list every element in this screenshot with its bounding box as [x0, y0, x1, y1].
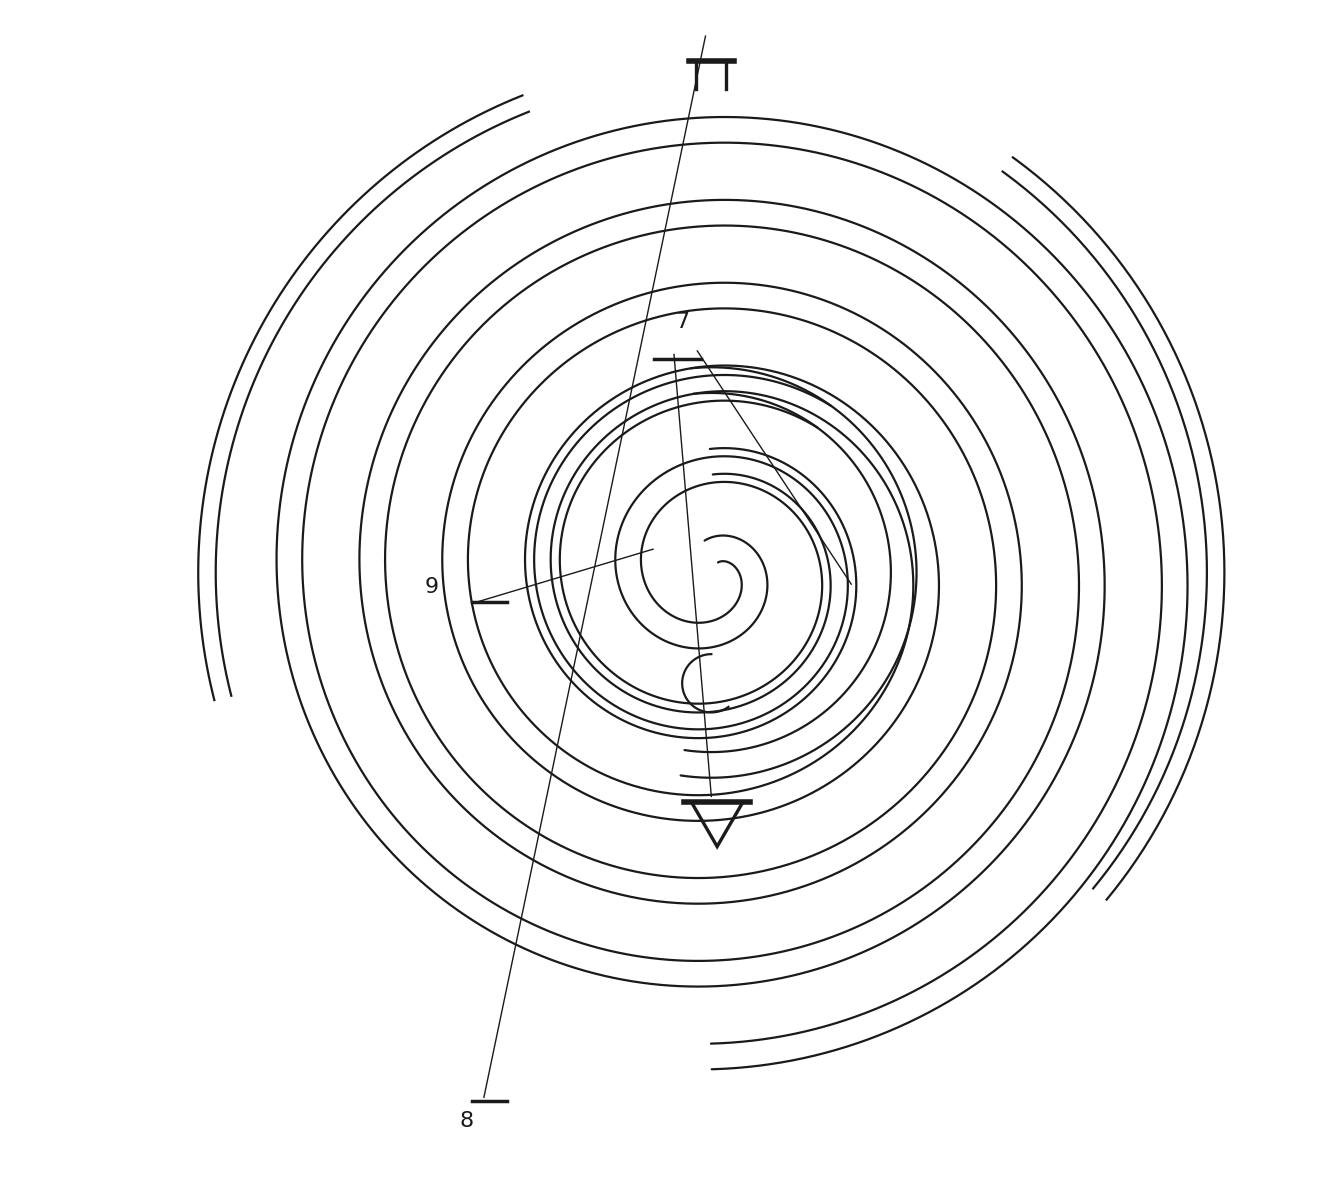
Text: 8: 8: [460, 1110, 473, 1130]
Text: 9: 9: [424, 577, 439, 597]
Text: 7: 7: [675, 312, 689, 332]
